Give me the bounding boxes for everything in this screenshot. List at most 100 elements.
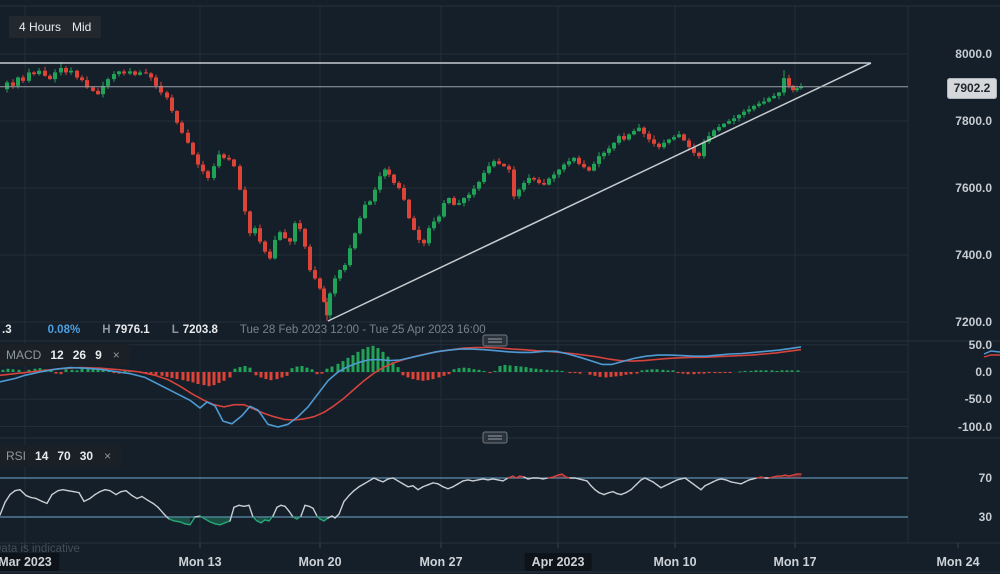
- rsi-indicator-chip[interactable]: RSI 14 70 30 ×: [0, 445, 122, 467]
- rsi-line-segment: [120, 489, 127, 493]
- macd-histogram-bar: [1, 369, 5, 372]
- candle-up: [16, 77, 20, 86]
- price-tick-label: 7200.0: [955, 315, 992, 329]
- candle-up: [437, 216, 441, 222]
- candle-down: [397, 182, 401, 188]
- macd-histogram-bar: [11, 369, 15, 372]
- candle-down: [283, 232, 287, 239]
- macd-histogram-bar: [341, 361, 345, 372]
- candle-up: [37, 70, 41, 75]
- rsi-line-segment: [194, 515, 201, 518]
- macd-histogram-bar: [661, 369, 665, 372]
- macd-line: [0, 346, 802, 428]
- rsi-line-segment: [664, 483, 670, 487]
- macd-histogram-bar: [452, 369, 456, 372]
- rsi-line-segment: [437, 483, 444, 488]
- macd-signal-edge: [983, 354, 1000, 358]
- rsi-line-segment: [338, 500, 345, 515]
- rsi-line-segment: [41, 500, 48, 505]
- rsi-line-segment: [288, 510, 294, 518]
- rsi-line-segment: [51, 489, 59, 496]
- rsi-line-segment: [184, 523, 191, 526]
- macd-indicator-chip[interactable]: MACD 12 26 9 ×: [0, 344, 130, 366]
- rsi-line-segment: [214, 523, 221, 526]
- candle-down: [180, 122, 184, 133]
- candle-down: [268, 251, 272, 259]
- rsi-line-segment: [412, 485, 419, 491]
- macd-histogram-bar: [738, 371, 742, 373]
- candle-up: [462, 198, 466, 204]
- macd-histogram-bar: [493, 370, 497, 372]
- macd-histogram-bar: [442, 372, 446, 376]
- price-tick-label: 7400.0: [955, 248, 992, 262]
- price-type-button[interactable]: Mid: [62, 16, 102, 38]
- macd-histogram-bar: [320, 372, 324, 374]
- candle-up: [772, 95, 776, 99]
- candle-up: [527, 177, 531, 183]
- candle-up: [69, 70, 73, 73]
- macd-param-fast: 12: [50, 348, 64, 362]
- candle-down: [387, 169, 391, 175]
- rsi-line-segment: [19, 489, 27, 497]
- macd-histogram-bar: [619, 372, 623, 376]
- macd-histogram-bar: [614, 372, 618, 377]
- rsi-line-segment: [447, 486, 454, 490]
- macd-close-icon[interactable]: ×: [112, 348, 120, 362]
- rsi-line-segment: [157, 506, 165, 515]
- macd-panel-drag-handle[interactable]: [482, 334, 508, 347]
- candle-down: [313, 270, 317, 279]
- candle-down: [325, 301, 329, 316]
- candle-up: [677, 134, 681, 138]
- candle-up: [547, 178, 551, 185]
- rsi-panel-drag-handle[interactable]: [482, 431, 508, 444]
- macd-histogram-bar: [426, 372, 430, 381]
- rsi-param-length: 14: [35, 449, 49, 463]
- timeframe-button[interactable]: 4 Hours: [9, 16, 72, 38]
- candle-up: [378, 176, 382, 190]
- macd-histogram-bar: [759, 370, 763, 372]
- rsi-line-segment: [229, 506, 235, 522]
- rsi-line-segment: [141, 495, 149, 502]
- candle-down: [622, 136, 626, 140]
- macd-histogram-bar: [310, 369, 314, 372]
- macd-histogram-bar: [248, 367, 252, 372]
- macd-histogram-bar: [191, 372, 195, 383]
- candle-up: [722, 123, 726, 128]
- macd-histogram-bar: [217, 372, 221, 383]
- support-trendline[interactable]: [327, 62, 872, 322]
- macd-histogram-bar: [743, 370, 747, 372]
- macd-histogram-bar: [692, 372, 696, 375]
- candle-down: [144, 72, 148, 74]
- macd-histogram-bar: [568, 372, 572, 374]
- macd-histogram-bar: [477, 369, 481, 372]
- candle-up: [607, 148, 611, 153]
- rsi-line-segment: [684, 477, 690, 482]
- candle-up: [637, 127, 641, 132]
- rsi-line-segment: [268, 515, 274, 522]
- time-tick-label: Mon 10: [653, 555, 697, 569]
- candle-down: [692, 147, 696, 153]
- macd-histogram-bar: [264, 372, 268, 380]
- rsi-line-segment: [296, 515, 302, 520]
- macd-histogram-bar: [723, 372, 727, 373]
- candle-up: [592, 163, 596, 171]
- candle-down: [402, 188, 406, 200]
- macd-histogram-bar: [243, 366, 247, 372]
- candle-down: [43, 70, 47, 76]
- candle-down: [243, 189, 247, 212]
- candle-up: [799, 86, 803, 89]
- rsi-line-segment: [497, 479, 504, 482]
- macd-histogram-bar: [790, 370, 794, 372]
- macd-param-slow: 26: [72, 348, 87, 362]
- macd-histogram-bar: [588, 372, 592, 375]
- rsi-close-icon[interactable]: ×: [104, 449, 112, 463]
- candle-down: [682, 134, 686, 141]
- macd-histogram-bar: [123, 370, 127, 372]
- candle-down: [288, 238, 292, 242]
- macd-histogram-bar: [222, 372, 226, 381]
- macd-histogram-bar: [401, 372, 405, 376]
- rsi-line-segment: [46, 493, 53, 505]
- time-tick-label: Mar 2023: [0, 553, 59, 571]
- macd-histogram-bar: [482, 370, 486, 372]
